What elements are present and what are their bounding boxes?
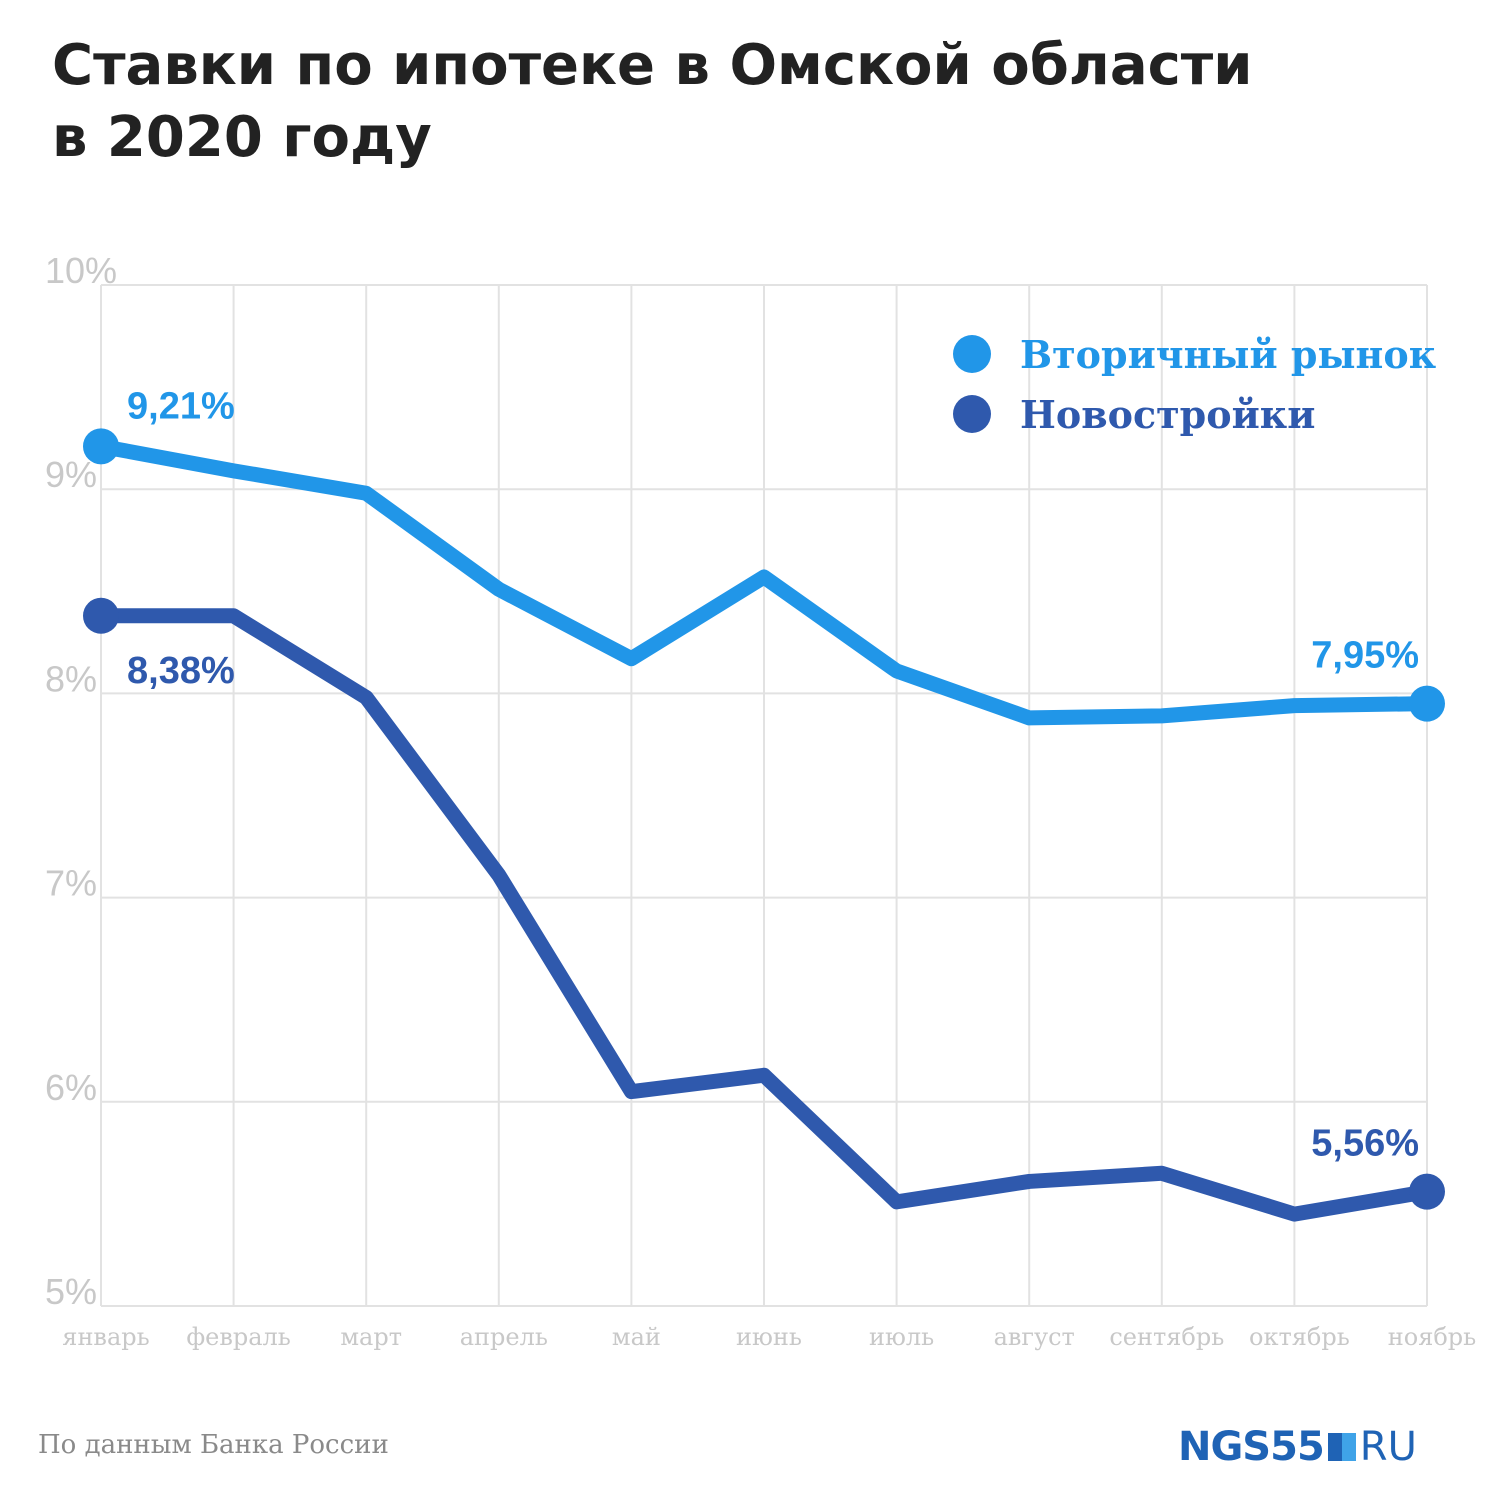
y-tick-label: 9% [45, 454, 97, 495]
y-tick-label: 7% [45, 863, 97, 904]
x-tick-label: июнь [736, 1323, 802, 1351]
data-label: 9,21% [127, 385, 235, 427]
chart-title: Ставки по ипотеке в Омской области в 202… [52, 30, 1253, 174]
x-tick-label: январь [62, 1323, 149, 1351]
series-endpoint [1409, 1173, 1445, 1210]
source-note: По данным Банка России [38, 1430, 389, 1460]
chart-title-line-1: Ставки по ипотеке в Омской области [52, 33, 1253, 98]
y-tick-label: 6% [45, 1067, 97, 1108]
legend-label: Новостройки [1020, 392, 1315, 437]
logo-tld: RU [1359, 1424, 1417, 1470]
logo-brand: NGS55 [1178, 1424, 1325, 1470]
series-endpoint [83, 597, 119, 634]
series-line [93, 438, 1435, 726]
x-tick-label: август [994, 1323, 1075, 1351]
legend-marker [953, 395, 991, 433]
chart-title-line-2: в 2020 году [52, 105, 432, 170]
series-endpoint [83, 428, 119, 465]
legend-marker [953, 335, 991, 373]
data-label: 5,56% [1311, 1123, 1419, 1165]
logo-square-icon [1327, 1433, 1356, 1461]
data-label: 8,38% [127, 650, 235, 692]
x-tick-label: октябрь [1249, 1323, 1350, 1351]
x-tick-label: февраль [186, 1323, 290, 1351]
x-tick-label: апрель [460, 1323, 548, 1351]
x-tick-label: сентябрь [1109, 1323, 1224, 1351]
y-tick-label: 8% [45, 658, 97, 699]
legend-label: Вторичный рынок [1020, 332, 1436, 377]
series-endpoint [1409, 685, 1445, 722]
x-tick-label: май [612, 1323, 661, 1351]
x-tick-label: ноябрь [1388, 1323, 1476, 1351]
data-label: 7,95% [1311, 635, 1419, 677]
y-tick-label: 10% [45, 250, 117, 291]
y-tick-label: 5% [45, 1271, 97, 1312]
x-tick-label: март [340, 1323, 402, 1351]
x-tick-label: июль [869, 1323, 934, 1351]
series-line [93, 608, 1435, 1222]
ngs55-logo: NGS55 RU [1178, 1424, 1417, 1470]
